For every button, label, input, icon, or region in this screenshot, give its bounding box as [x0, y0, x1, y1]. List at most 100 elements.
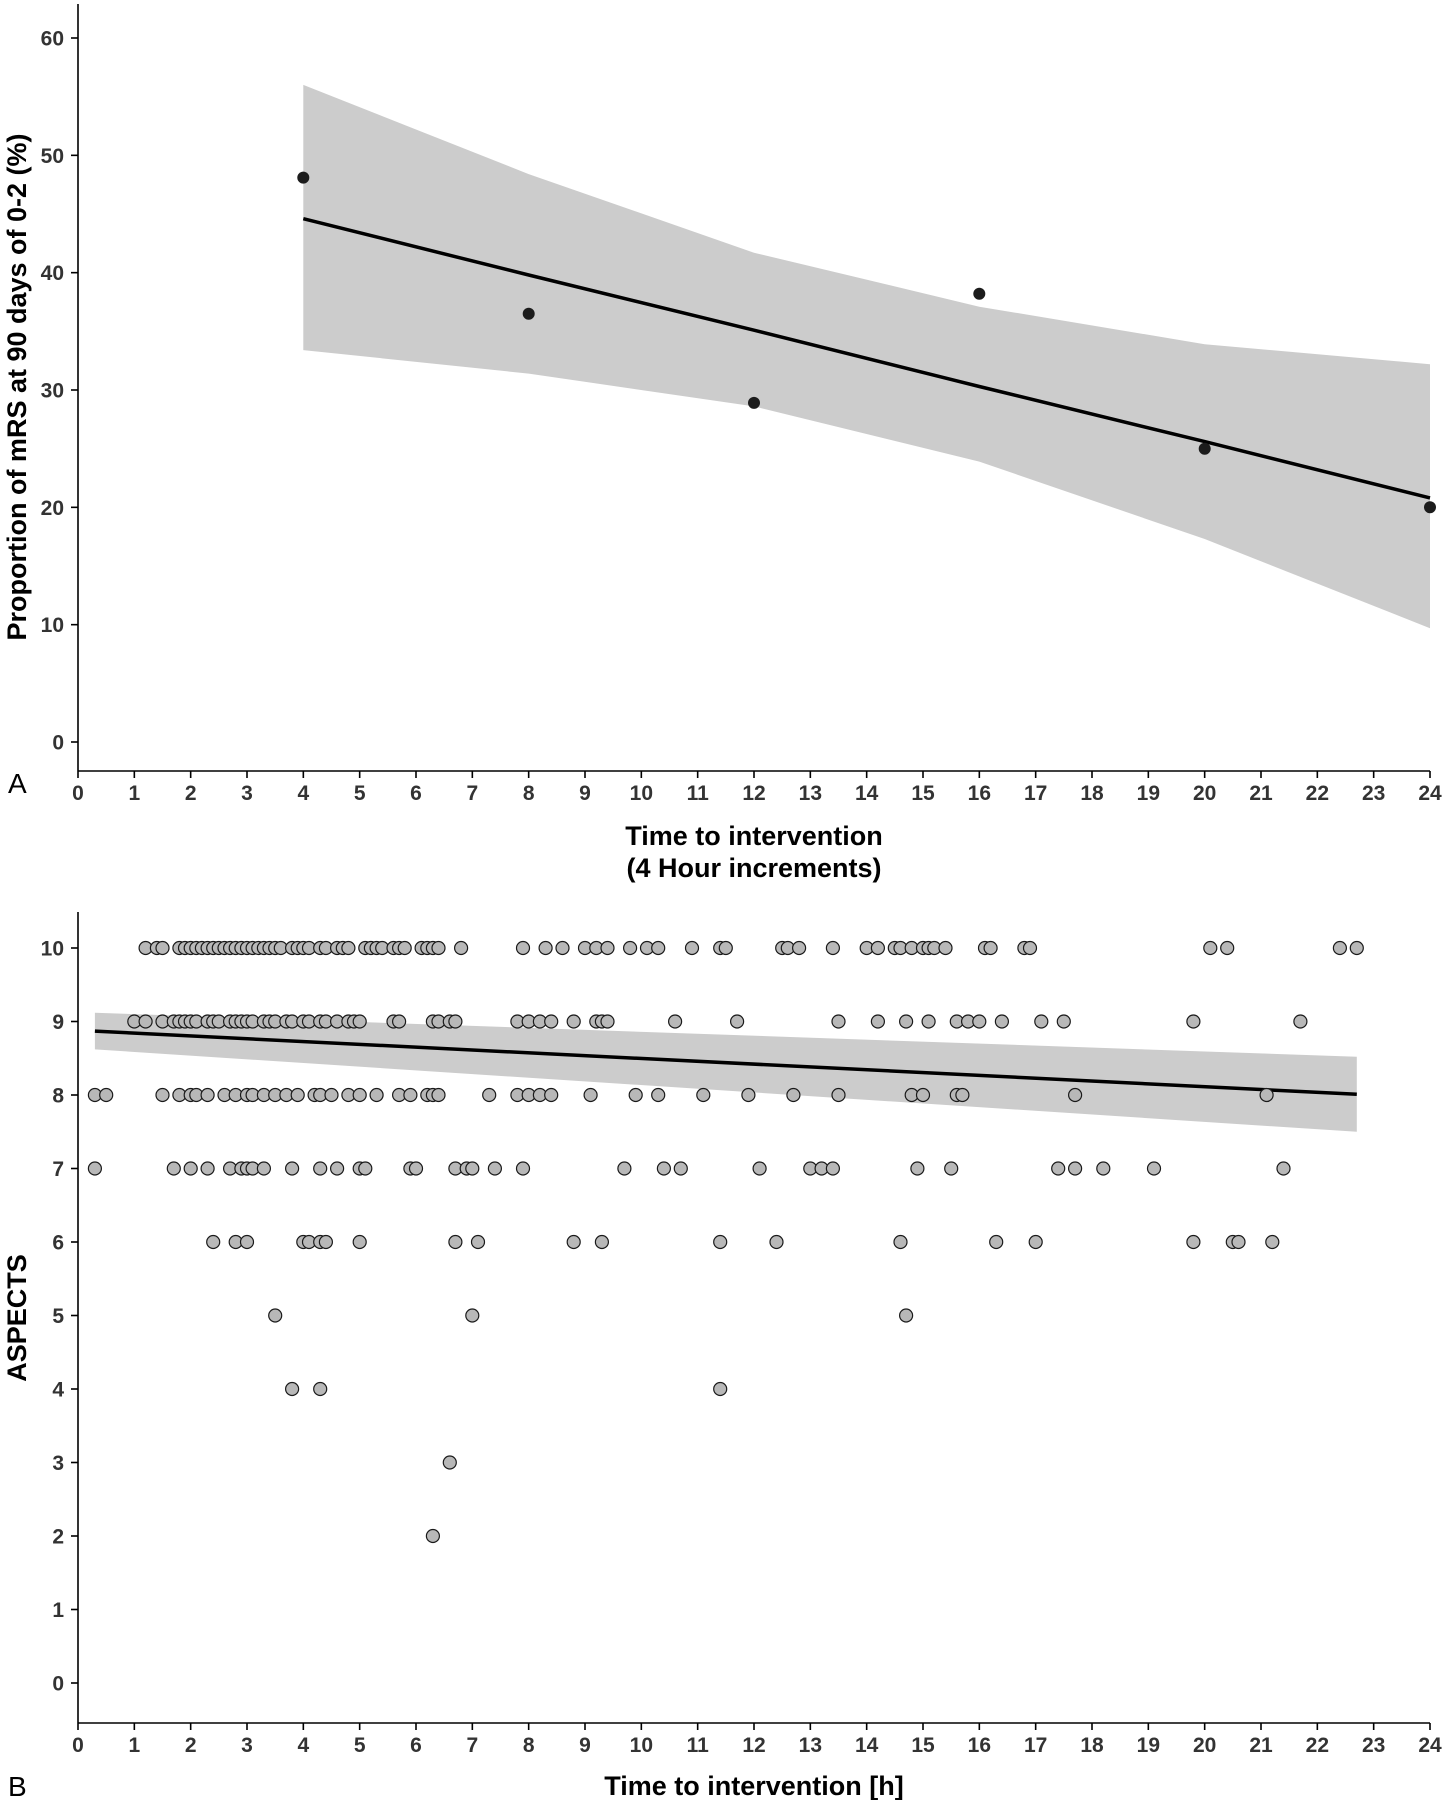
- panel-b-data-point: [155, 940, 170, 956]
- panel-b-data-point: [352, 1014, 367, 1029]
- panel-b-data-point: [594, 1234, 610, 1250]
- panel-b-x-tick-label: 17: [1024, 1734, 1047, 1757]
- panel-b-data-point: [752, 1161, 767, 1176]
- panel-b-data-point: [397, 940, 412, 956]
- panel-a-x-tick-label: 21: [1249, 782, 1273, 805]
- panel-a-y-tick-label: 20: [41, 497, 64, 520]
- panel-b-x-tick-label: 8: [523, 1734, 535, 1757]
- panel-a-x-tick-label: 24: [1418, 782, 1442, 805]
- panel-b-points: [87, 940, 1364, 1544]
- panel-b-data-point: [330, 1161, 345, 1176]
- panel-a-x-tick-label: 10: [630, 782, 653, 805]
- panel-b-data-point: [544, 1014, 559, 1029]
- panel-b-data-point: [893, 1234, 908, 1250]
- panel-b-data-point: [87, 1161, 103, 1176]
- panel-b-x-tick-label: 24: [1418, 1734, 1442, 1757]
- panel-b-data-point: [285, 1161, 300, 1176]
- panel-b-y-tick-label: 4: [52, 1379, 64, 1402]
- panel-b-y-tick-label: 8: [52, 1085, 64, 1108]
- panel-a-data-point: [748, 396, 760, 409]
- panel-b-data-point: [1186, 1014, 1201, 1029]
- panel-b-x-tick-label: 13: [799, 1734, 822, 1757]
- panel-a-data-point: [297, 171, 310, 184]
- panel-b-y-ticks: 0 1 2 3 4 5 6 7 8 9 10: [41, 938, 78, 1696]
- panel-a-x-tick-label: 8: [523, 782, 535, 805]
- panel-a-x-tick-label: 20: [1193, 782, 1216, 805]
- panel-a-x-tick-label: 11: [687, 782, 710, 805]
- panel-a-y-tick-label: 0: [52, 732, 64, 755]
- panel-a-x-tick-label: 2: [185, 782, 197, 805]
- panel-b-data-point: [955, 1087, 970, 1103]
- panel-b-data-point: [313, 1161, 328, 1176]
- panel-b-data-point: [465, 1308, 480, 1323]
- panel-b-data-point: [183, 1161, 198, 1176]
- panel-b-data-point: [583, 1087, 598, 1103]
- panel-b-data-point: [769, 1234, 784, 1250]
- panel-b-data-point: [628, 1087, 643, 1103]
- panel-b-y-tick-label: 2: [52, 1526, 64, 1549]
- panel-b-x-tick-label: 5: [354, 1734, 366, 1757]
- panel-b-data-point: [1186, 1234, 1201, 1250]
- panel-b-data-point: [200, 1087, 215, 1103]
- panel-b-confidence-band: [94, 1012, 1357, 1132]
- panel-a-points: [297, 171, 1436, 514]
- panel-b-y-tick-label: 7: [52, 1158, 64, 1181]
- panel-b-data-point: [825, 1161, 841, 1176]
- panel-b-data-point: [482, 1087, 497, 1103]
- panel-b-x-tick-label: 4: [297, 1734, 309, 1757]
- panel-b-x-tick-label: 11: [687, 1734, 710, 1757]
- panel-a-x-tick-label: 13: [799, 782, 822, 805]
- panel-b-data-point: [944, 1161, 959, 1176]
- panel-b-x-tick-label: 20: [1193, 1734, 1216, 1757]
- panel-b-data-point: [515, 940, 531, 956]
- panel-a-y-tick-label: 60: [41, 28, 64, 51]
- panel-a-x-tick-label: 19: [1137, 782, 1160, 805]
- panel-b-data-point: [538, 940, 553, 956]
- panel-a-label: A: [8, 768, 27, 799]
- panel-b-data-point: [870, 940, 886, 956]
- panel-a-y-tick-label: 50: [41, 145, 64, 168]
- panel-b-data-point: [155, 1087, 170, 1103]
- panel-b-data-point: [915, 1087, 931, 1103]
- panel-a-x-tick-label: 17: [1024, 782, 1047, 805]
- panel-b-data-point: [1332, 940, 1348, 956]
- panel-b-data-point: [392, 1014, 407, 1029]
- panel-b-regression-line: [94, 1029, 1357, 1097]
- panel-b-data-point: [938, 940, 953, 956]
- panel-b-data-point: [651, 940, 666, 956]
- panel-a-data-point: [973, 287, 986, 300]
- panel-b-data-point: [200, 1161, 215, 1176]
- panel-b-data-point: [1067, 1161, 1083, 1176]
- panel-a-y-tick-label: 30: [41, 380, 64, 403]
- panel-b-x-tick-label: 1: [128, 1734, 140, 1757]
- panel-b-data-point: [622, 940, 638, 956]
- panel-b-y-tick-label: 0: [52, 1673, 64, 1696]
- panel-a-x-tick-label: 6: [410, 782, 422, 805]
- panel-b-data-point: [425, 1528, 440, 1544]
- panel-a-x-tick-label: 1: [128, 782, 140, 805]
- panel-b-data-point: [1146, 1161, 1162, 1176]
- panel-a-x-tick-label: 12: [742, 782, 765, 805]
- panel-a-x-tick-label: 23: [1362, 782, 1385, 805]
- panel-b-data-point: [566, 1234, 581, 1250]
- panel-b-data-point: [994, 1014, 1010, 1029]
- panel-b-data-point: [313, 1381, 328, 1397]
- panel-b-data-point: [1220, 940, 1235, 956]
- panel-b-data-point: [1067, 1087, 1083, 1103]
- panel-b-data-point: [870, 1014, 886, 1029]
- panel-b-data-point: [431, 940, 446, 956]
- panel-b-data-point: [972, 1014, 987, 1029]
- panel-b-x-tick-label: 19: [1137, 1734, 1160, 1757]
- panel-b-data-point: [713, 1381, 728, 1397]
- panel-b-data-point: [1203, 940, 1218, 956]
- panel-b-data-point: [470, 1234, 486, 1250]
- panel-b-data-point: [1293, 1014, 1308, 1029]
- panel-b-data-point: [656, 1161, 672, 1176]
- panel-a-x-tick-label: 15: [911, 782, 935, 805]
- panel-a-regression-line: [302, 217, 1431, 500]
- panel-b-data-point: [1276, 1161, 1291, 1176]
- panel-b-data-point: [239, 1234, 255, 1250]
- panel-b-data-point: [408, 1161, 424, 1176]
- panel-b-y-tick-label: 9: [52, 1011, 64, 1034]
- panel-a-y-ticks: 0 10 20 30 40 50 60: [41, 28, 78, 755]
